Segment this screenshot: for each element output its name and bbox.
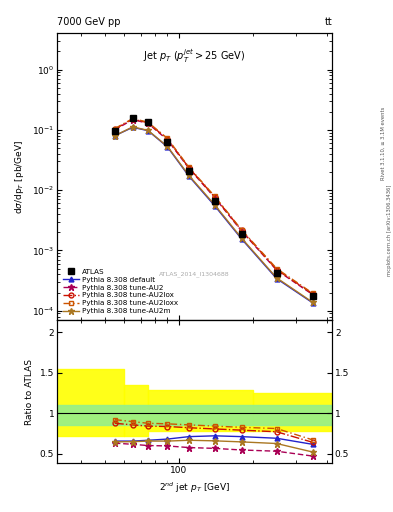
Text: mcplots.cern.ch [arXiv:1306.3436]: mcplots.cern.ch [arXiv:1306.3436] <box>387 185 391 276</box>
X-axis label: 2$^{nd}$ jet $p_T$ [GeV]: 2$^{nd}$ jet $p_T$ [GeV] <box>159 481 230 495</box>
Y-axis label: Ratio to ATLAS: Ratio to ATLAS <box>25 359 34 424</box>
Legend: ATLAS, Pythia 8.308 default, Pythia 8.308 tune-AU2, Pythia 8.308 tune-AU2lox, Py: ATLAS, Pythia 8.308 default, Pythia 8.30… <box>61 267 180 316</box>
Text: Jet $p_T$ ($p_T^{jet}>$25 GeV): Jet $p_T$ ($p_T^{jet}>$25 GeV) <box>143 48 246 66</box>
Y-axis label: d$\sigma$/dp$_T$ [pb/GeV]: d$\sigma$/dp$_T$ [pb/GeV] <box>13 139 26 214</box>
Text: 7000 GeV pp: 7000 GeV pp <box>57 16 121 27</box>
Text: ATLAS_2014_I1304688: ATLAS_2014_I1304688 <box>159 271 230 277</box>
Text: Rivet 3.1.10, ≥ 3.1M events: Rivet 3.1.10, ≥ 3.1M events <box>381 106 386 180</box>
Bar <box>57 405 332 425</box>
Text: tt: tt <box>324 16 332 27</box>
